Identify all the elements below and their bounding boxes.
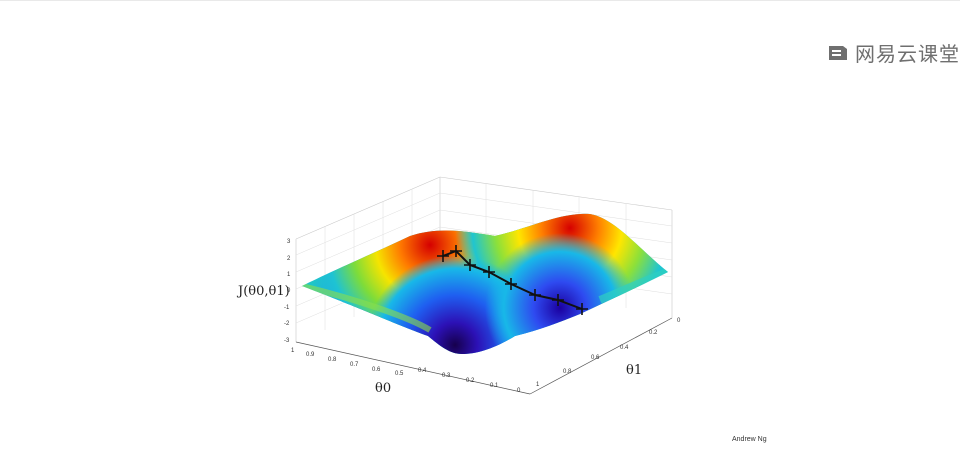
y-tick: 0 xyxy=(677,318,681,324)
x-tick: 0.1 xyxy=(490,383,499,389)
y-ticks: 0 0.2 0.4 0.6 0.8 1 xyxy=(536,318,681,388)
y-tick: 0.2 xyxy=(649,330,658,336)
netease-logo-icon xyxy=(829,45,847,60)
z-tick: -3 xyxy=(284,338,290,344)
x-tick: 0.7 xyxy=(350,362,359,368)
x-tick: 0 xyxy=(517,388,521,394)
y-tick: 0.6 xyxy=(591,355,600,361)
top-border-line xyxy=(0,0,960,1)
x-tick: 0.4 xyxy=(418,368,427,374)
y-tick: 0.4 xyxy=(620,345,629,351)
front-axes xyxy=(295,317,673,395)
x-tick: 1 xyxy=(291,348,295,354)
z-axis-label: J(θ0,θ1) xyxy=(236,284,290,299)
x-axis-label: θ0 xyxy=(375,381,391,396)
y-tick: 0.8 xyxy=(563,369,572,375)
x-tick: 0.8 xyxy=(328,357,337,363)
x-ticks: 1 0.9 0.8 0.7 0.6 0.5 0.4 0.3 0.2 0.1 0 xyxy=(291,348,521,394)
y-axis-label: θ1 xyxy=(626,363,642,378)
x-tick: 0.6 xyxy=(372,367,381,373)
x-tick: 0.5 xyxy=(395,371,404,377)
y-tick: 1 xyxy=(536,382,540,388)
watermark-text: 网易云课堂 xyxy=(855,42,960,66)
z-tick: 0 xyxy=(287,288,291,294)
watermark: 网易云课堂 xyxy=(827,38,960,67)
z-tick: 1 xyxy=(287,272,291,278)
surface xyxy=(302,213,668,354)
gradient-descent-path xyxy=(437,245,588,315)
z-tick: -1 xyxy=(284,305,290,311)
x-tick: 0.9 xyxy=(306,352,315,358)
x-tick: 0.3 xyxy=(442,373,451,379)
z-tick: 3 xyxy=(287,239,291,245)
z-ticks: 3 2 1 0 -1 -2 -3 xyxy=(284,239,291,344)
x-tick: 0.2 xyxy=(466,378,475,384)
author-credit: Andrew Ng xyxy=(732,436,767,443)
z-tick: -2 xyxy=(284,321,290,327)
z-tick: 2 xyxy=(287,256,291,262)
